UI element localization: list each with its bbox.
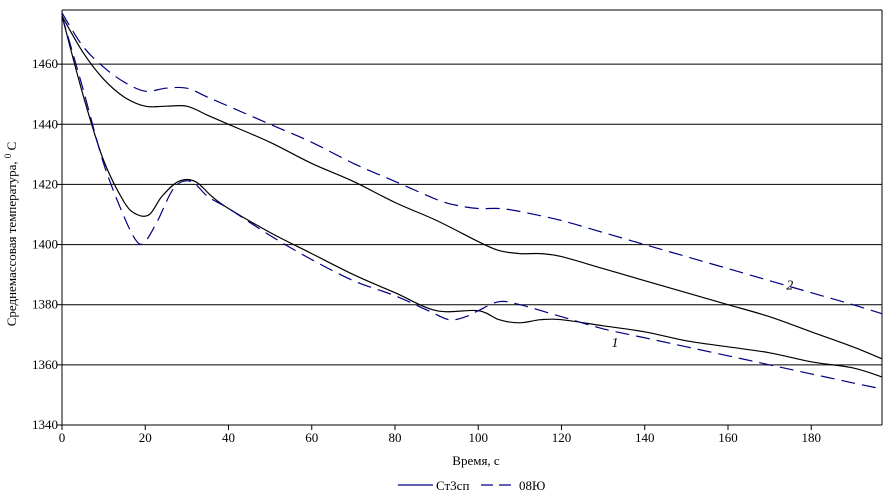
y-axis-title: Среднемассовая температура, 0 C xyxy=(0,142,19,327)
y-tick-label-1420: 1420 xyxy=(32,176,58,191)
x-tick-label-0: 0 xyxy=(59,430,66,445)
curve-label-2: 2 xyxy=(786,279,793,294)
x-tick-label-180: 180 xyxy=(801,430,821,445)
y-tick-label-1400: 1400 xyxy=(32,237,58,252)
x-tick-label-20: 20 xyxy=(139,430,152,445)
y-tick-label-1380: 1380 xyxy=(32,297,58,312)
axes xyxy=(61,10,882,426)
y-axis-title-text: Среднемассовая температура, xyxy=(4,161,19,326)
x-axis-title: Время, с xyxy=(452,453,500,468)
x-tick-label-40: 40 xyxy=(222,430,235,445)
x-tick-label-80: 80 xyxy=(388,430,401,445)
series-lines xyxy=(61,12,883,390)
x-tick-label-60: 60 xyxy=(305,430,318,445)
series-line-curve1-st3sp xyxy=(61,15,883,378)
y-tick-labels: 1340 1360 1380 1400 1420 1440 1460 xyxy=(32,56,62,432)
y-axis-title-sup: 0 xyxy=(3,153,13,158)
gridlines xyxy=(62,9,883,425)
series-line-curve2-st3sp xyxy=(61,15,883,360)
y-tick-label-1340: 1340 xyxy=(32,417,58,432)
x-tick-labels: 0 20 40 60 80 100 120 140 160 180 xyxy=(59,425,821,445)
y-tick-label-1460: 1460 xyxy=(32,56,58,71)
series-line-curve1-08yu xyxy=(61,15,883,390)
legend: Ст3сп 08Ю xyxy=(398,478,545,493)
x-tick-label-160: 160 xyxy=(718,430,738,445)
x-tick-label-140: 140 xyxy=(635,430,655,445)
y-tick-label-1360: 1360 xyxy=(32,357,58,372)
legend-label-08yu: 08Ю xyxy=(519,478,545,493)
curve-labels: 12 xyxy=(611,279,793,351)
y-axis-title-unit: C xyxy=(4,142,19,151)
series-line-curve2-08yu xyxy=(61,12,883,315)
x-tick-label-120: 120 xyxy=(552,430,572,445)
legend-label-st3sp: Ст3сп xyxy=(436,478,469,493)
curve-label-1: 1 xyxy=(611,336,618,351)
x-tick-label-100: 100 xyxy=(468,430,488,445)
y-tick-label-1440: 1440 xyxy=(32,116,58,131)
